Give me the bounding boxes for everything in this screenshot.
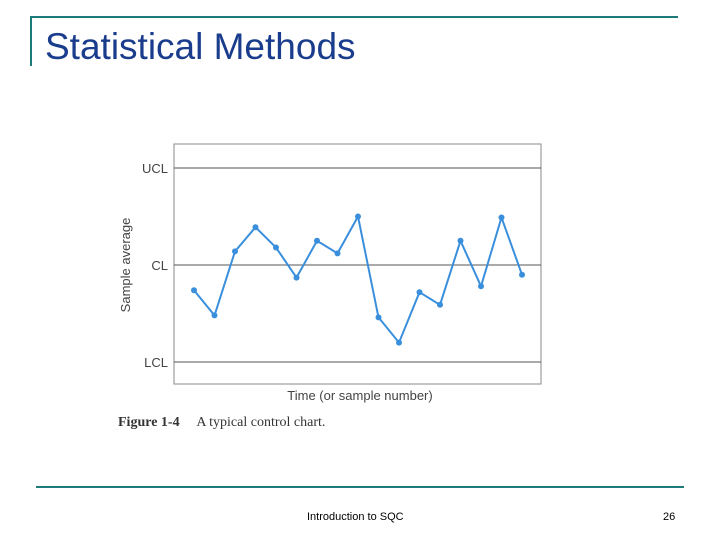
footer-rule [36, 486, 684, 488]
y-tick-label-lcl: LCL [144, 355, 168, 370]
data-point-1 [191, 287, 197, 294]
data-point-9 [355, 213, 361, 220]
footer-text: Introduction to SQC [307, 511, 404, 523]
data-point-7 [314, 237, 320, 244]
series-points-group [191, 213, 525, 346]
figure-label: Figure 1-4 [118, 415, 180, 430]
y-axis-label: Sample average [118, 218, 133, 313]
data-point-4 [252, 224, 259, 231]
figure-caption-text: A typical control chart. [196, 415, 326, 430]
page-number: 26 [663, 511, 676, 523]
data-point-11 [396, 339, 402, 346]
data-point-8 [334, 250, 341, 257]
y-tick-label-ucl: UCL [142, 161, 168, 176]
y-tick-labels: UCL CL LCL [142, 161, 168, 370]
control-chart: UCL CL LCL Sample average Time (or sample … [118, 143, 542, 403]
data-point-15 [478, 283, 484, 290]
title-frame-top-rule [30, 16, 678, 18]
data-point-3 [232, 248, 238, 255]
x-axis-label: Time (or sample number) [287, 388, 432, 403]
control-limit-lines [174, 167, 541, 363]
data-point-5 [273, 244, 279, 251]
slide-title: Statistical Methods [45, 26, 356, 67]
data-point-16 [498, 214, 505, 221]
data-point-10 [375, 314, 382, 321]
data-point-6 [293, 274, 300, 281]
data-point-13 [437, 301, 443, 308]
data-point-12 [416, 289, 423, 296]
title-frame-left-rule [30, 16, 32, 66]
plot-frame [173, 143, 542, 385]
data-point-17 [519, 271, 525, 278]
data-point-2 [211, 312, 218, 319]
figure-caption: Figure 1-4 A typical control chart. [118, 415, 325, 431]
y-tick-label-cl: CL [151, 258, 168, 273]
data-point-14 [457, 237, 464, 244]
